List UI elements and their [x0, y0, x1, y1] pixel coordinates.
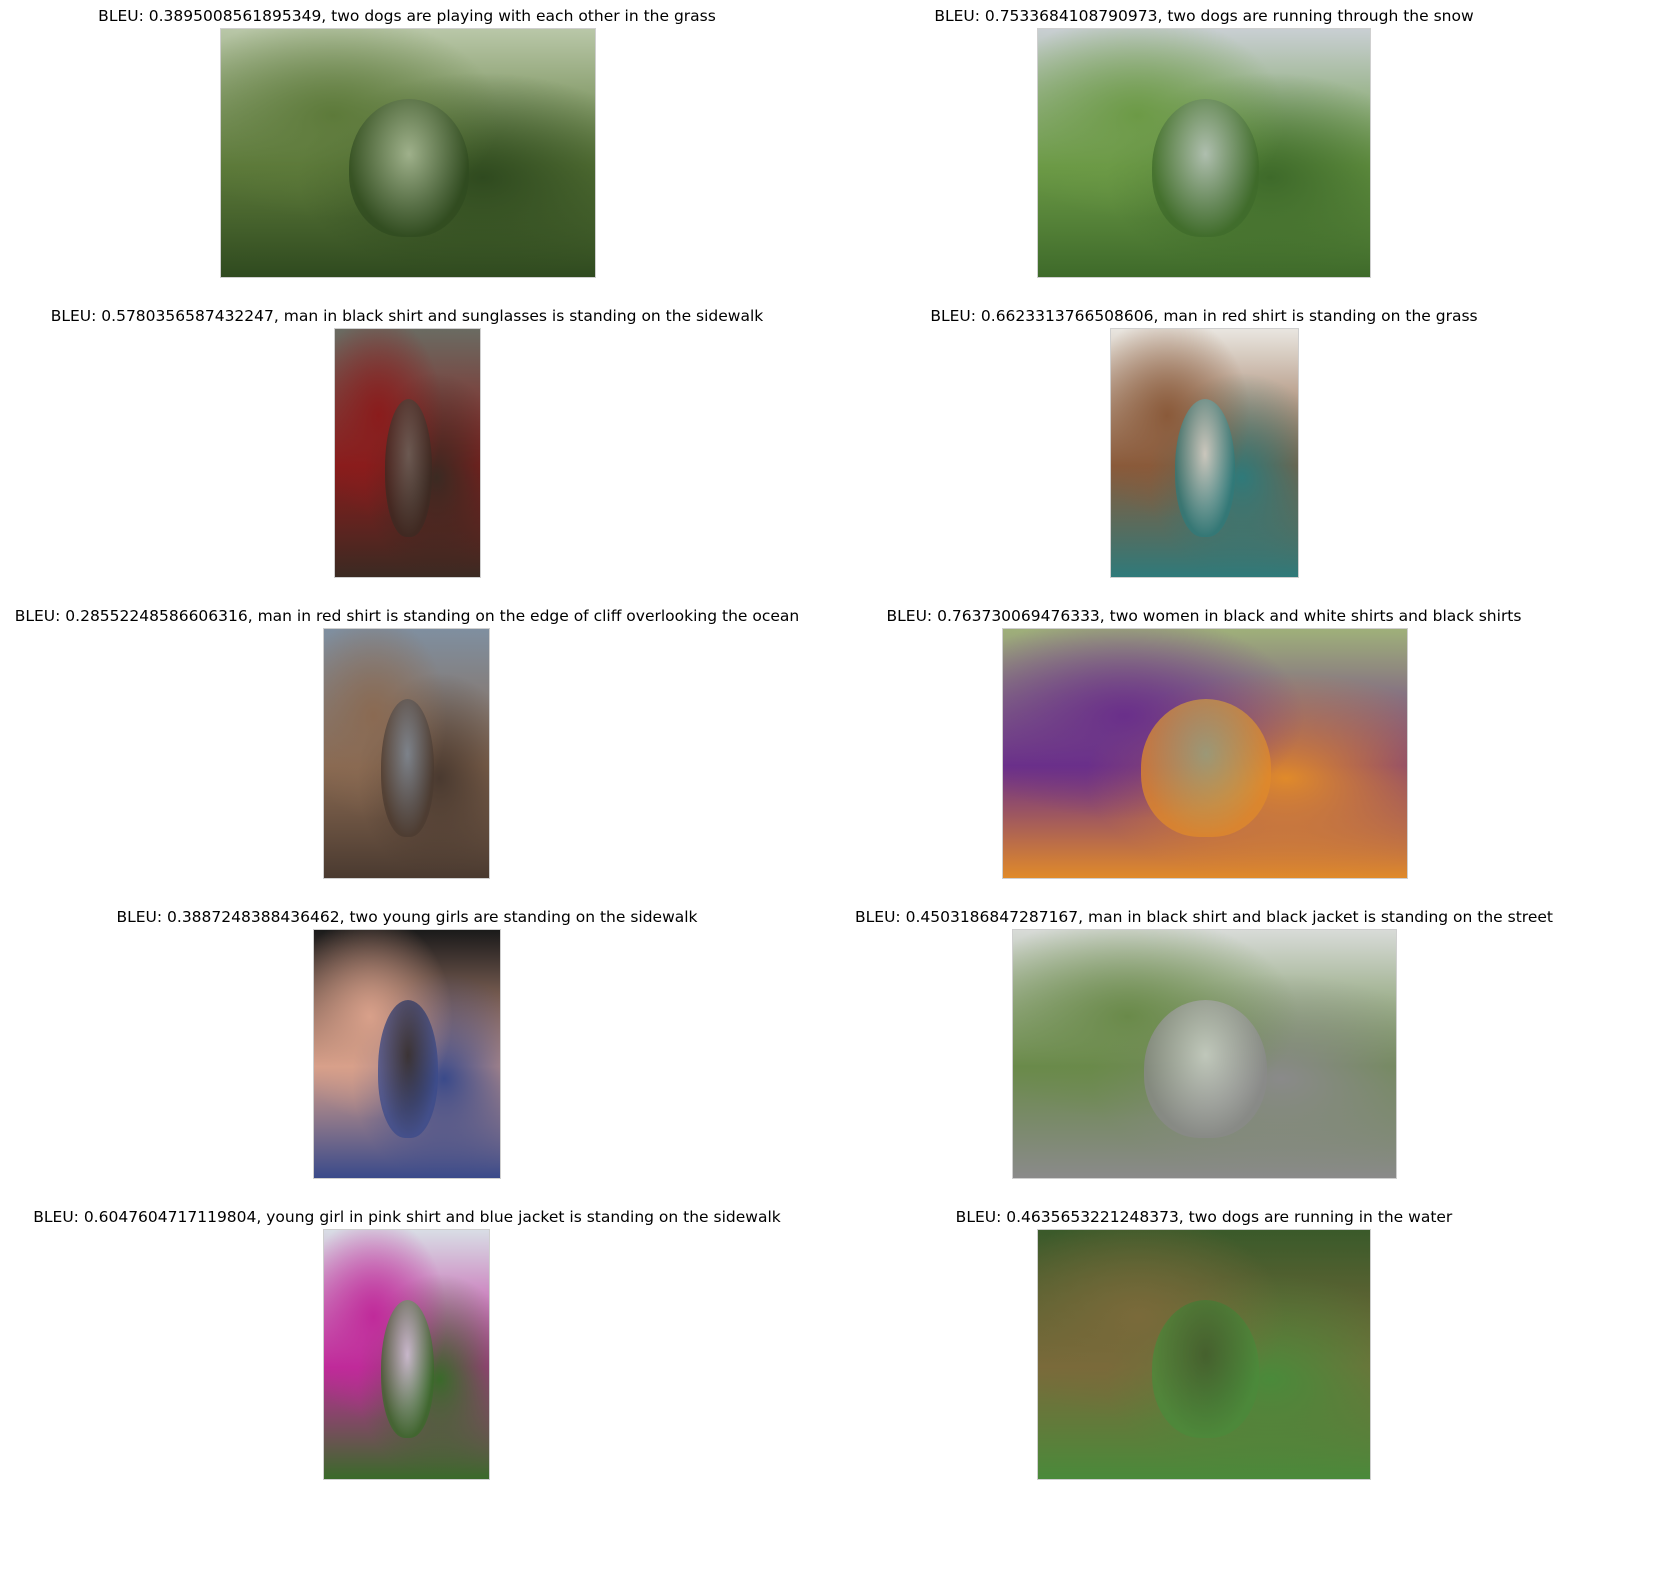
panel-caption: BLEU: 0.4635653221248373, two dogs are r… [955, 1208, 1453, 1226]
photo-subject [381, 1300, 434, 1438]
photo-subject [378, 1000, 438, 1138]
runner-near-fire-truck-photo [1012, 929, 1397, 1179]
dog-and-woman-on-park-bench-photo [220, 28, 596, 278]
photo-subject [1152, 1300, 1259, 1438]
dog-on-playground-slide-photo [1110, 328, 1299, 578]
two-dogs-running-on-path-photo [1037, 28, 1371, 278]
panel-caption: BLEU: 0.763730069476333, two women in bl… [886, 607, 1522, 625]
man-in-red-leather-suit-photo [334, 328, 481, 578]
panel-caption: BLEU: 0.4503186847287167, man in black s… [855, 908, 1553, 926]
panel-caption: BLEU: 0.7533684108790973, two dogs are r… [934, 7, 1474, 25]
two-women-with-sunglasses-photo [1002, 628, 1408, 879]
panel-caption: BLEU: 0.6623313766508606, man in red shi… [930, 307, 1478, 325]
photo-subject [1141, 699, 1271, 837]
photo-subject [1152, 99, 1259, 237]
panel-caption: BLEU: 0.3887248388436462, two young girl… [116, 908, 698, 926]
photo-subject [381, 699, 434, 837]
photo-subject [385, 399, 432, 537]
child-with-green-glasses-photo [313, 929, 501, 1179]
photo-subject [1144, 1000, 1267, 1138]
girl-in-pink-skirt-photo [323, 1229, 490, 1480]
panel-caption: BLEU: 0.5780356587432247, man in black s… [50, 307, 764, 325]
panel-caption: BLEU: 0.28552248586606316, man in red sh… [14, 607, 800, 625]
hikers-in-canyon-photo [323, 628, 490, 879]
dog-in-stream-photo [1037, 1229, 1371, 1480]
photo-subject [1175, 399, 1235, 537]
panel-caption: BLEU: 0.6047604717119804, young girl in … [33, 1208, 781, 1226]
panel-caption: BLEU: 0.3895008561895349, two dogs are p… [98, 7, 716, 25]
photo-subject [349, 99, 469, 237]
